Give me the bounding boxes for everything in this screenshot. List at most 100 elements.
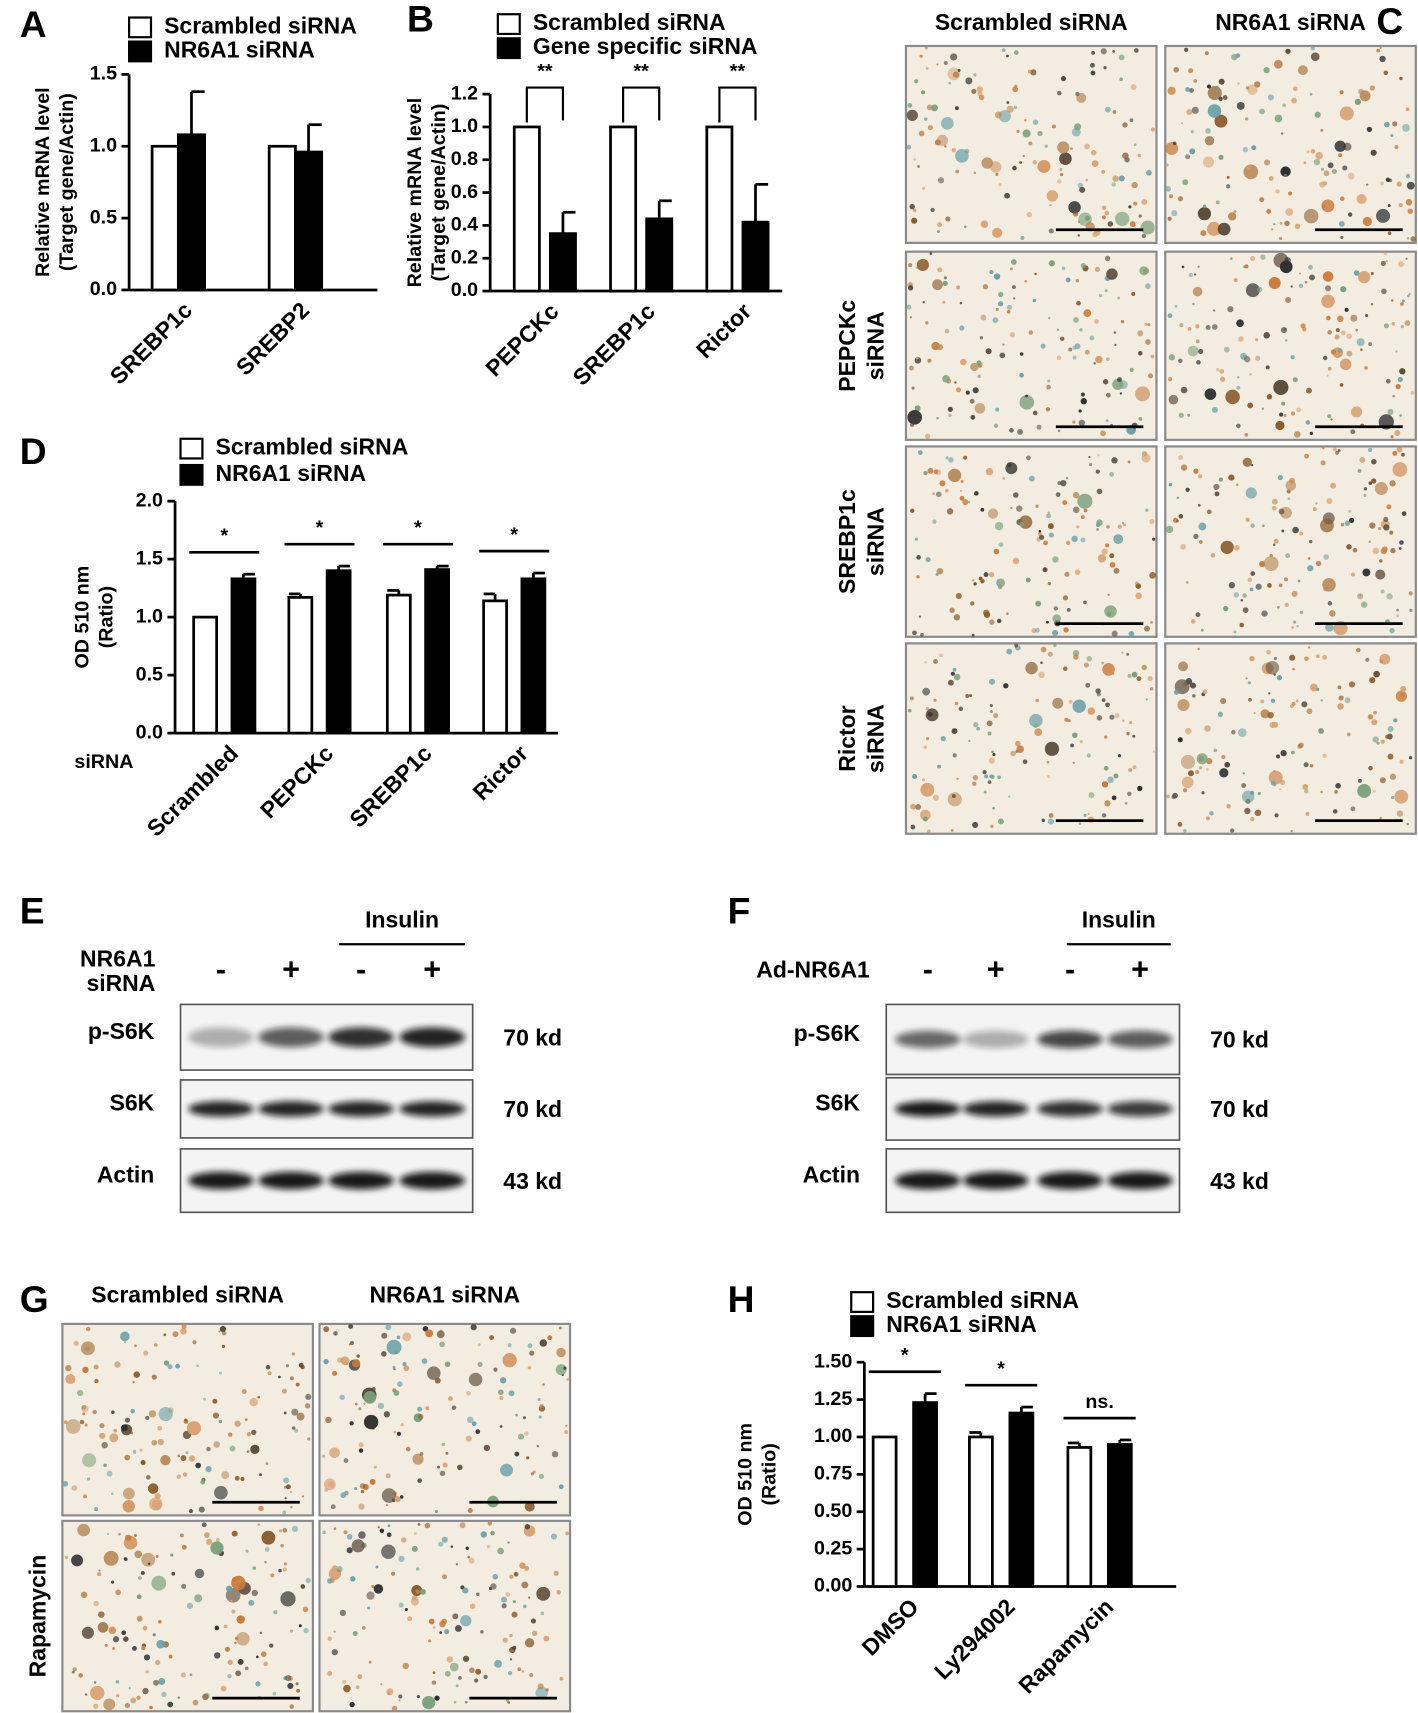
cell <box>327 1636 332 1641</box>
panel-label: C <box>1376 0 1403 42</box>
cell <box>1247 577 1253 583</box>
cell <box>1371 719 1378 726</box>
micrograph <box>904 44 1158 245</box>
cell <box>965 390 970 395</box>
cell <box>431 1680 437 1685</box>
cell <box>1357 270 1371 284</box>
cell <box>1197 265 1200 268</box>
cell <box>1408 292 1411 296</box>
cell <box>1241 783 1247 788</box>
cell <box>269 1643 274 1648</box>
cell <box>1046 620 1049 624</box>
cell <box>1236 385 1241 390</box>
cell <box>1387 725 1394 732</box>
cell <box>215 1537 220 1542</box>
cell <box>198 1506 205 1513</box>
cell <box>1096 715 1103 721</box>
cell <box>1193 79 1198 83</box>
cell <box>404 1607 408 1611</box>
significance-bracket <box>525 86 565 123</box>
cell <box>1344 520 1350 527</box>
cell <box>1306 150 1310 154</box>
cell <box>993 423 999 428</box>
cell <box>1207 104 1222 118</box>
cell <box>307 1437 311 1441</box>
cell <box>1086 753 1091 758</box>
cell <box>1249 655 1255 662</box>
cell <box>1093 362 1096 365</box>
cell <box>1278 508 1285 515</box>
row-label: Rictor <box>834 705 860 771</box>
cell <box>1047 523 1054 530</box>
cell <box>213 1441 220 1448</box>
cell <box>354 1402 358 1406</box>
cell <box>1046 760 1050 764</box>
y-tick-label: 0.50 <box>814 1500 852 1522</box>
cell <box>1137 153 1142 158</box>
cell <box>123 1557 127 1561</box>
cell <box>997 301 1004 307</box>
cell <box>1309 683 1318 692</box>
cell <box>1040 343 1046 349</box>
treatment-label: NR6A1 <box>80 946 156 972</box>
cell <box>911 386 915 390</box>
cell <box>973 73 977 77</box>
cell <box>1083 813 1087 817</box>
band <box>962 1101 1029 1117</box>
cell <box>936 63 939 66</box>
cell <box>1237 728 1247 738</box>
cell <box>116 1694 120 1698</box>
cell <box>1394 789 1409 804</box>
cell <box>1176 496 1180 500</box>
cell <box>936 416 939 420</box>
y-tick-label: 0.8 <box>451 148 478 170</box>
cell <box>385 1473 391 1479</box>
cell <box>1104 106 1111 113</box>
cell <box>78 1673 84 1678</box>
cell <box>906 144 912 150</box>
cell <box>955 593 962 600</box>
cell <box>80 1341 95 1356</box>
cell <box>1272 543 1276 546</box>
cell <box>1250 464 1254 467</box>
cell <box>989 270 994 275</box>
cell <box>1285 296 1292 304</box>
cell <box>1087 812 1090 815</box>
cell <box>1090 70 1096 76</box>
cell <box>912 774 918 780</box>
cell <box>1304 453 1310 459</box>
cell <box>356 1354 360 1358</box>
cell <box>151 1374 157 1380</box>
cell <box>142 1625 148 1631</box>
cell <box>381 1351 387 1357</box>
y-tick-label: 0.6 <box>451 181 478 203</box>
cell <box>1019 521 1025 527</box>
cell <box>942 375 950 383</box>
cell <box>528 1596 531 1599</box>
cell <box>354 1487 358 1491</box>
cell <box>234 1475 240 1481</box>
cell <box>983 609 990 617</box>
cell <box>1396 810 1404 817</box>
cell <box>978 576 983 581</box>
cell <box>1278 236 1283 241</box>
cell <box>1180 754 1196 770</box>
cell <box>167 1701 174 1708</box>
cell <box>1398 203 1403 208</box>
cell <box>363 1414 379 1430</box>
cell <box>1213 748 1218 753</box>
lane-sign: + <box>987 953 1005 987</box>
cell <box>1217 711 1224 718</box>
cell <box>563 1366 567 1370</box>
cell <box>371 1584 375 1589</box>
cell <box>912 630 917 636</box>
cell <box>130 1431 134 1435</box>
cell <box>1122 152 1129 159</box>
cell <box>63 1420 68 1425</box>
cell <box>283 1411 287 1415</box>
cell <box>998 291 1004 298</box>
cell <box>919 54 923 58</box>
cell <box>1113 331 1117 334</box>
cell <box>527 1366 532 1370</box>
cell <box>1319 181 1326 188</box>
